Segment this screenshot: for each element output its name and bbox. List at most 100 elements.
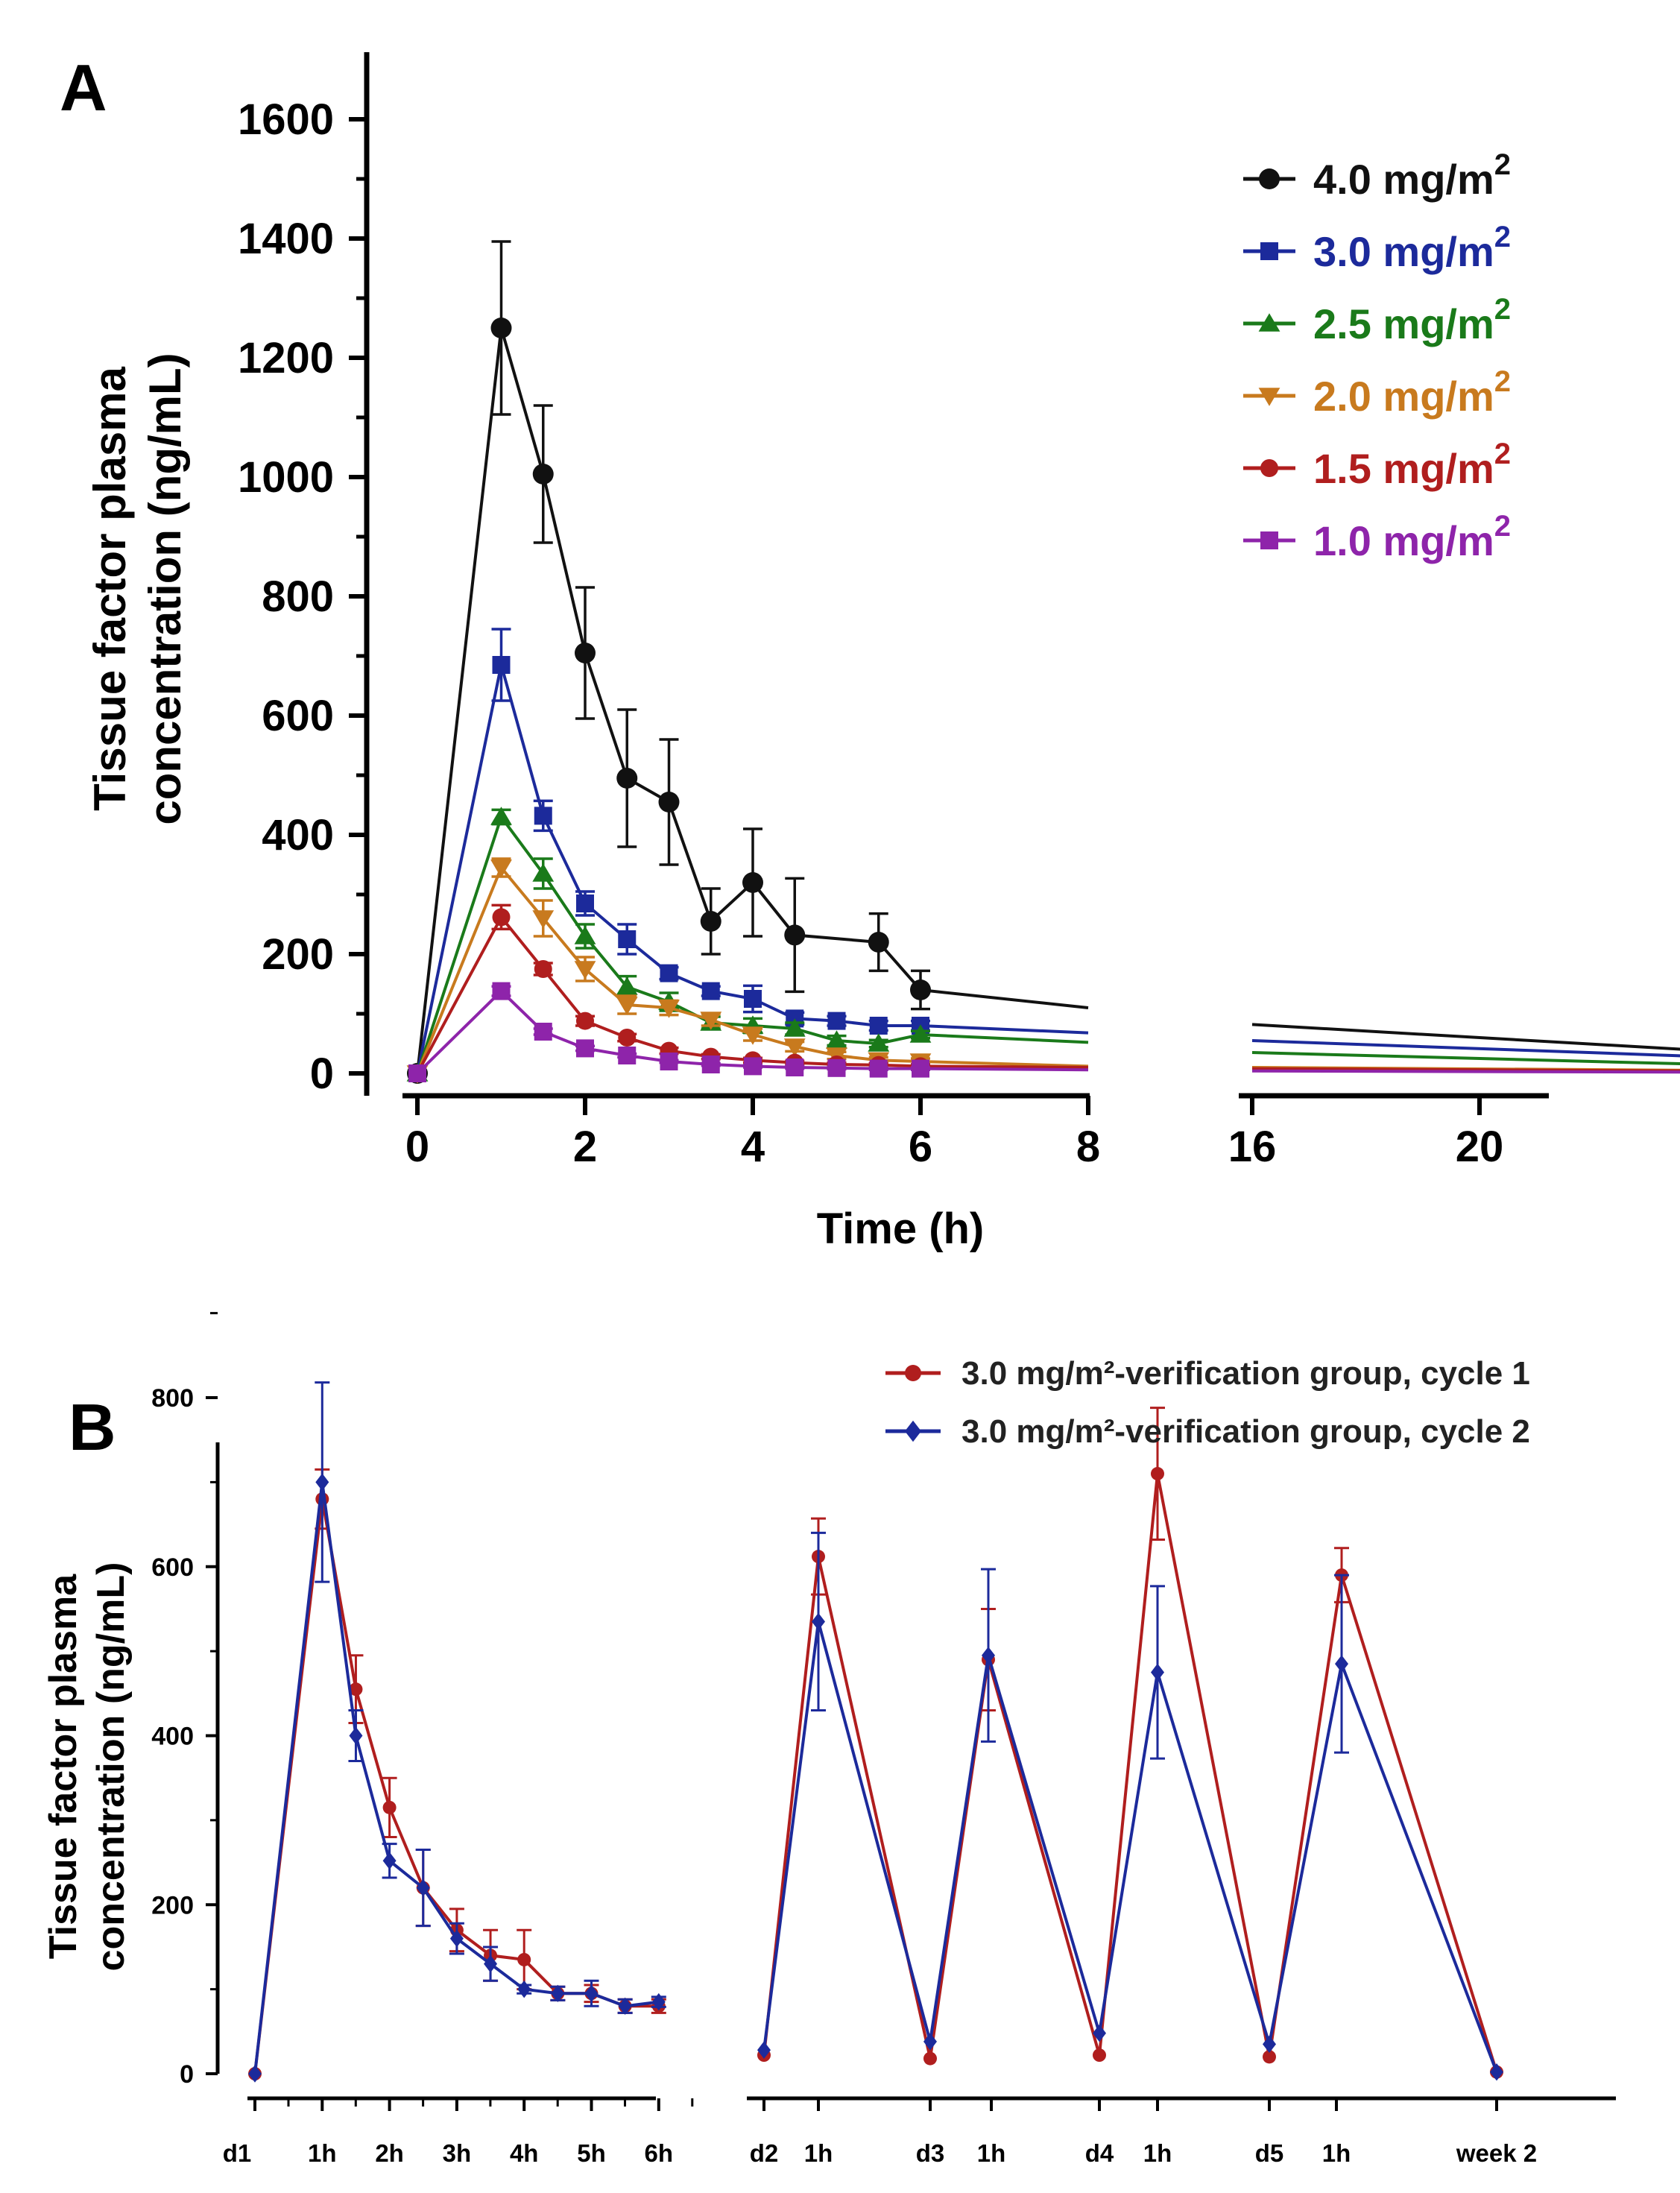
panel-a-data-point xyxy=(575,643,596,663)
panel-a-data-point xyxy=(783,1038,806,1057)
panel-a-data-point xyxy=(658,792,680,812)
panel-b-x-tick-label: d2 xyxy=(750,2139,779,2167)
panel-b-x-tick-label: 6h xyxy=(645,2139,674,2167)
panel-a-x-tick-label: 6 xyxy=(909,1123,932,1171)
panel-b-x-tick-label: 2h xyxy=(375,2139,404,2167)
panel-a-data-point xyxy=(616,997,638,1015)
panel-b-legend-label: 3.0 mg/m²-verification group, cycle 1 xyxy=(961,1355,1530,1392)
panel-a-data-point xyxy=(660,1053,678,1070)
panel-b-data-point xyxy=(618,1997,632,2015)
panel-a-y-tick-label: 200 xyxy=(262,930,334,979)
panel-b-data-point xyxy=(517,1980,531,1998)
panel-a-y-tick-label: 800 xyxy=(262,572,334,621)
panel-a-data-point xyxy=(490,807,512,825)
panel-b-series xyxy=(248,1381,1503,2083)
panel-a-data-point xyxy=(784,924,806,946)
panel-b-x-tick-label: 1h xyxy=(1322,2139,1351,2167)
panel-a-series xyxy=(408,903,1680,1082)
panel-a-data-point xyxy=(490,318,512,338)
panel-a-y-tick-label: 1400 xyxy=(238,215,334,263)
panel-b-y-axis-title-line2: concentration (ng/mL) xyxy=(89,1562,133,1972)
panel-a-data-point xyxy=(868,1033,890,1052)
panel-a-data-point xyxy=(658,1000,680,1018)
panel-b-data-point xyxy=(382,1800,397,1814)
panel-a-data-point xyxy=(490,859,512,878)
panel-a-legend-label: 3.0 mg/m2 xyxy=(1313,221,1511,275)
panel-b-series-line xyxy=(253,1482,660,2074)
panel-b-data-point xyxy=(1093,2048,1106,2063)
panel-a-x-axis-title: Time (h) xyxy=(817,1205,985,1253)
panel-b-legend-marker xyxy=(905,1420,921,1442)
panel-a-legend-label: 2.5 mg/m2 xyxy=(1313,293,1511,347)
panel-b-data-point xyxy=(248,2065,262,2083)
panel-b-y-tick-label: 200 xyxy=(151,1891,194,1919)
panel-a-data-point xyxy=(786,1058,804,1076)
panel-a-data-point xyxy=(912,1059,929,1078)
panel-a-data-point xyxy=(742,872,763,893)
panel-a-data-point xyxy=(827,1012,846,1030)
panel-a-series-line xyxy=(1251,1039,1680,1058)
panel-b-y-tick-label: 800 xyxy=(151,1384,194,1413)
panel-a-series-line xyxy=(1251,1051,1680,1066)
panel-a-data-point xyxy=(701,982,720,1000)
panel-b-data-point xyxy=(757,2041,771,2059)
panel-a-x-tick-label: 4 xyxy=(741,1123,765,1171)
panel-a-series xyxy=(407,240,1680,1084)
panel-a-data-point xyxy=(701,1056,720,1073)
panel-a-data-point xyxy=(408,1064,426,1082)
panel-b-data-point xyxy=(1093,2024,1106,2042)
panel-b-x-tick-label: 1h xyxy=(977,2139,1006,2167)
panel-b-data-point xyxy=(923,2033,937,2051)
panel-a-legend-marker xyxy=(1260,531,1278,549)
panel-b-data-point xyxy=(584,1984,599,2002)
panel-b-x-tick-label: 3h xyxy=(443,2139,472,2167)
panel-a: A 0 200 400 600 800 1000 1200 1400 1600 0 2 4 6 8 16 2… xyxy=(60,51,1680,1253)
panel-a-data-point xyxy=(826,1030,847,1049)
panel-b-y-tick-label: 0 xyxy=(180,2060,194,2089)
panel-b-legend-marker xyxy=(905,1365,921,1381)
panel-a-data-point xyxy=(909,1024,932,1043)
panel-a-data-point xyxy=(492,656,511,674)
panel-a-series-line xyxy=(1251,1023,1680,1051)
panel-b-data-point xyxy=(1263,2050,1276,2064)
panel-b: B 0 200 400 600 800 d1 1h 2h 3h 4h 5h 6h d2 1h d3 1h d4… xyxy=(42,1312,1616,2167)
panel-a-data-point xyxy=(910,979,931,1000)
panel-a-y-tick-label: 0 xyxy=(310,1050,334,1098)
panel-a-legend-superscript: 2 xyxy=(1494,293,1511,326)
panel-b-data-point xyxy=(416,1878,430,1897)
panel-a-legend-marker xyxy=(1258,388,1280,406)
panel-b-data-point xyxy=(449,1929,464,1948)
panel-a-data-point xyxy=(576,1039,594,1058)
panel-a-y-tick-label: 1000 xyxy=(238,453,334,502)
panel-a-x-tick-label: 2 xyxy=(573,1123,597,1171)
panel-b-x-tick-label: week 2 xyxy=(1456,2139,1537,2167)
panel-a-x-tick-label: 8 xyxy=(1076,1123,1100,1171)
panel-b-data-point xyxy=(1490,2063,1503,2081)
panel-b-y-tick-label: 400 xyxy=(151,1723,194,1751)
panel-a-data-point xyxy=(869,1017,888,1035)
panel-a-data-point xyxy=(618,1047,637,1064)
panel-a-data-point xyxy=(534,1023,552,1041)
panel-a-data-point xyxy=(744,990,762,1008)
panel-a-series-line xyxy=(1251,1069,1680,1074)
panel-b-data-point xyxy=(349,1682,363,1697)
panel-b-series xyxy=(248,1407,1503,2080)
panel-a-data-point xyxy=(827,1058,846,1077)
panel-a-legend-superscript: 2 xyxy=(1494,365,1511,398)
panel-a-series-line xyxy=(416,327,1089,1074)
panel-a-legend-superscript: 2 xyxy=(1494,148,1511,181)
panel-a-data-point xyxy=(574,961,596,979)
panel-b-data-point xyxy=(1335,1655,1348,1673)
panel-a-data-point xyxy=(744,1057,762,1076)
panel-a-series xyxy=(408,628,1680,1082)
panel-a-series xyxy=(406,807,1680,1082)
panel-a-data-point xyxy=(616,976,638,995)
panel-b-data-point xyxy=(382,1852,397,1869)
panel-a-legend-superscript: 2 xyxy=(1494,510,1511,543)
panel-a-legend-superscript: 2 xyxy=(1494,438,1511,470)
panel-b-series-line xyxy=(762,1621,1498,2073)
panel-b-data-point xyxy=(517,1952,531,1966)
panel-b-data-point xyxy=(982,1647,995,1665)
panel-a-x-tick-label: 16 xyxy=(1228,1123,1277,1171)
panel-b-label: B xyxy=(69,1390,116,1464)
